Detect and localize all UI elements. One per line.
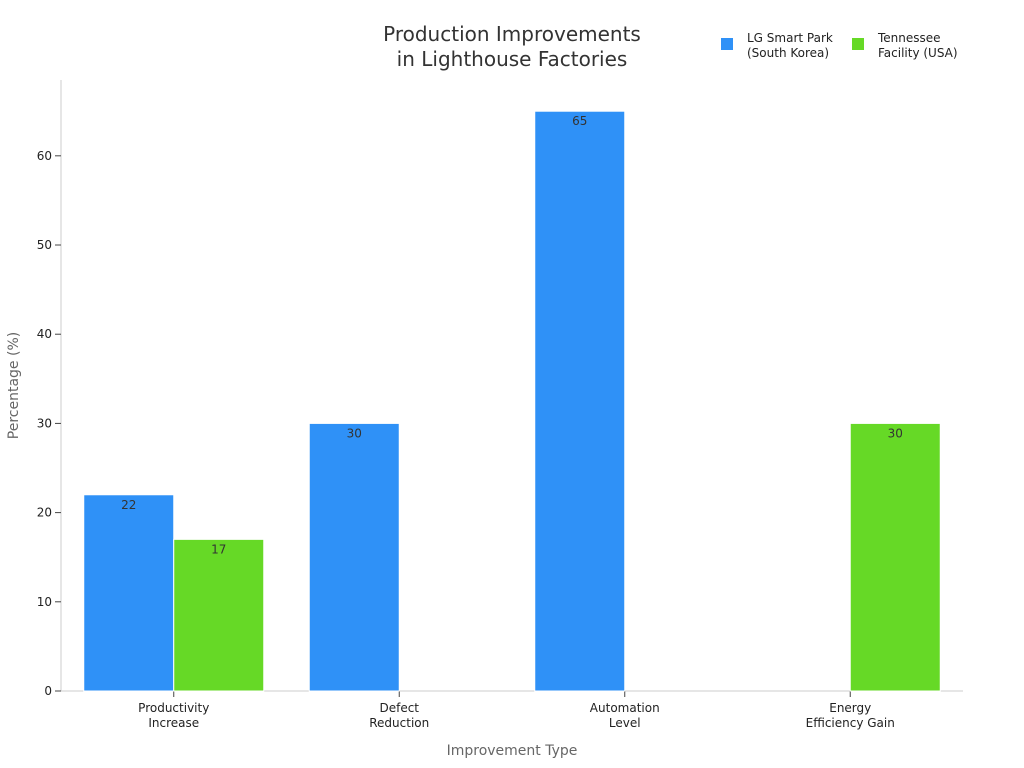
x-tick-label: Defect Reduction	[369, 701, 429, 730]
x-tick-label-line: Energy	[829, 701, 871, 715]
y-tick-label: 0	[44, 684, 52, 698]
value-labels: 22 17 30 65 30	[121, 114, 903, 556]
x-tick-label-line: Defect	[379, 701, 419, 715]
y-tick-label: 10	[37, 595, 52, 609]
x-tick-label: Productivity Increase	[138, 701, 209, 730]
legend-label-line: Tennessee	[877, 31, 941, 45]
chart-title-text-line: Production Improvements	[383, 22, 641, 46]
x-tick-label-line: Increase	[148, 716, 199, 730]
legend-label: Tennessee Facility (USA)	[877, 31, 958, 60]
legend-label-line: Facility (USA)	[878, 46, 958, 60]
y-tick-label: 40	[37, 327, 52, 341]
bar	[83, 494, 175, 692]
bar-value-label: 65	[572, 114, 587, 128]
bar-value-label: 30	[347, 426, 362, 440]
y-axis-title: Percentage (%)	[6, 332, 22, 439]
bar	[173, 538, 265, 692]
legend-swatch	[721, 38, 733, 50]
x-tick-label: Automation Level	[590, 701, 660, 730]
y-tick-label: 50	[37, 238, 52, 252]
x-tick-label-line: Automation	[590, 701, 660, 715]
bars	[83, 110, 941, 692]
chart-title-text-line: in Lighthouse Factories	[397, 47, 628, 71]
y-tick-label: 60	[37, 149, 52, 163]
x-tick-label: Energy Efficiency Gain	[806, 701, 895, 730]
y-tick-label: 30	[37, 416, 52, 430]
bar-value-label: 17	[211, 542, 226, 556]
x-tick-label-line: Efficiency Gain	[806, 716, 895, 730]
legend-swatch	[852, 38, 864, 50]
legend: LG Smart Park (South Korea) Tennessee Facil…	[721, 31, 958, 60]
chart-title-text: Production Improvements in Lighthouse Fac…	[383, 22, 641, 71]
bar	[534, 110, 626, 692]
legend-label-line: (South Korea)	[747, 46, 829, 60]
bar	[308, 422, 400, 692]
bar	[849, 422, 941, 692]
x-axis-title: Improvement Type	[447, 743, 578, 759]
x-tick-label-line: Reduction	[369, 716, 429, 730]
y-tick-label: 20	[37, 506, 52, 520]
chart-title: Production Improvements in Lighthouse Fac…	[383, 22, 641, 71]
x-tick-label-line: Productivity	[138, 701, 209, 715]
x-tick-label-line: Level	[609, 716, 641, 730]
bar-value-label: 22	[121, 498, 136, 512]
bar-value-label: 30	[888, 426, 903, 440]
legend-label-line: LG Smart Park	[747, 31, 833, 45]
axes: 0 10 20 30 40 50 60 Productivity Increase Defect R…	[6, 80, 963, 759]
legend-label: LG Smart Park (South Korea)	[747, 31, 833, 60]
